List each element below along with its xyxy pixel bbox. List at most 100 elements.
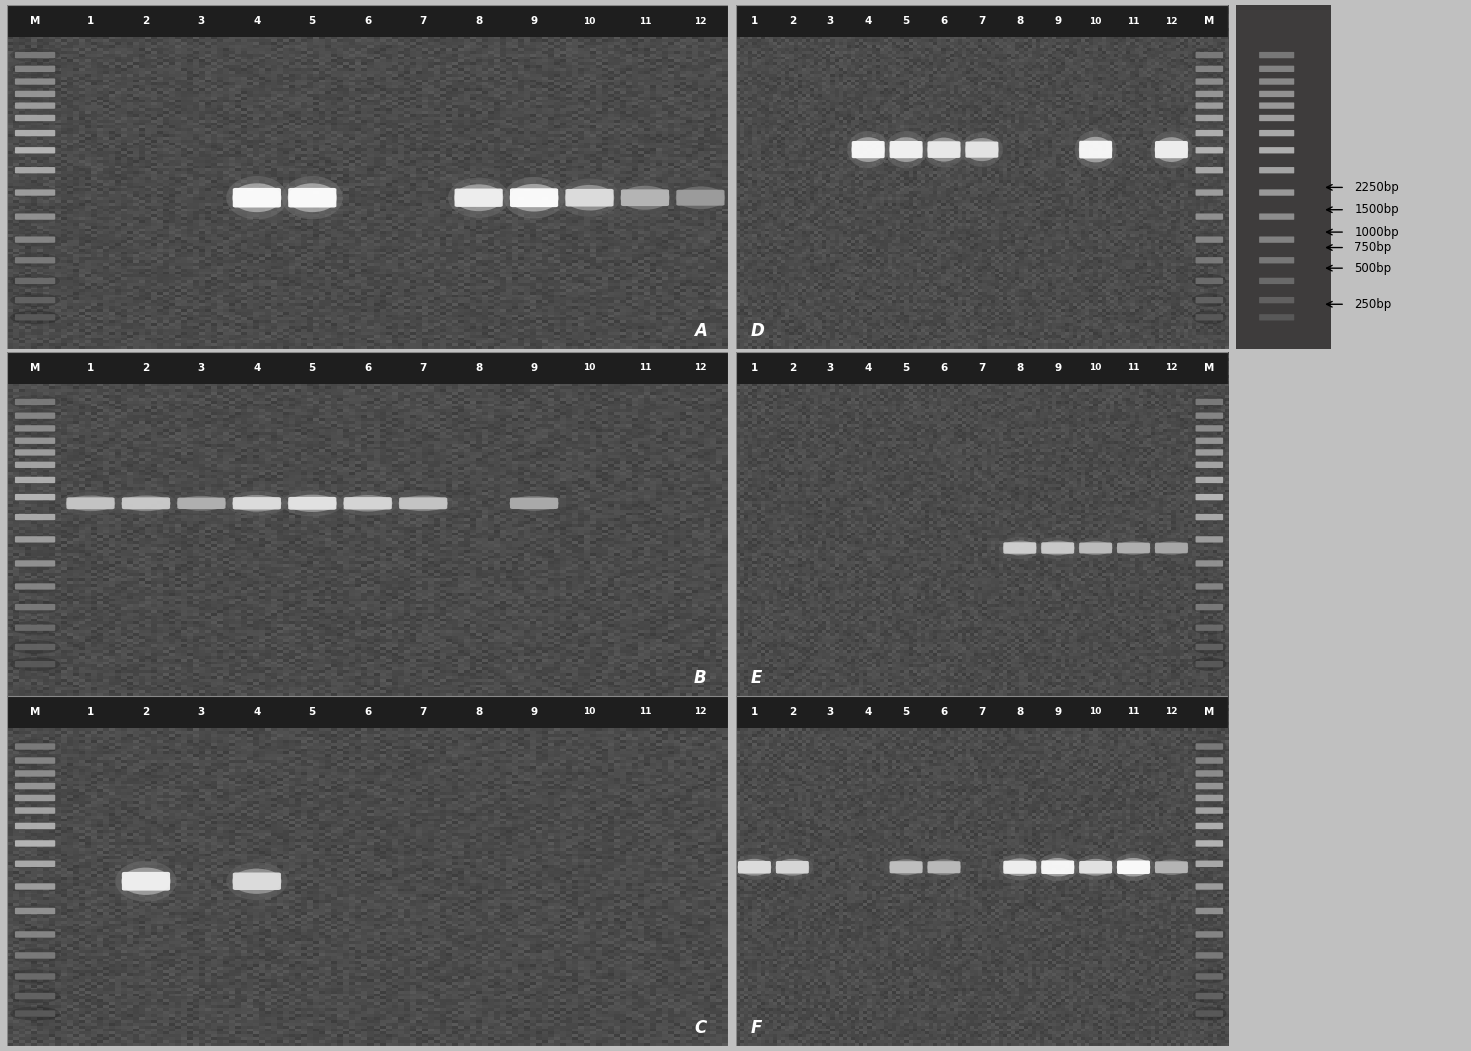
Ellipse shape xyxy=(1193,857,1227,870)
Text: 9: 9 xyxy=(531,363,537,373)
Ellipse shape xyxy=(1193,87,1227,101)
Ellipse shape xyxy=(10,657,60,671)
Ellipse shape xyxy=(10,87,60,101)
Ellipse shape xyxy=(1041,540,1075,555)
Ellipse shape xyxy=(503,492,565,514)
Text: 11: 11 xyxy=(638,17,652,25)
Ellipse shape xyxy=(1078,541,1112,555)
FancyBboxPatch shape xyxy=(1196,189,1222,195)
Bar xyxy=(736,5,1228,37)
Text: 5: 5 xyxy=(902,16,909,26)
Ellipse shape xyxy=(775,859,809,875)
Ellipse shape xyxy=(1078,859,1112,875)
Ellipse shape xyxy=(675,186,725,209)
Ellipse shape xyxy=(10,99,60,112)
Ellipse shape xyxy=(10,779,60,794)
FancyBboxPatch shape xyxy=(1196,840,1222,847)
Text: D: D xyxy=(750,323,763,341)
Ellipse shape xyxy=(621,186,669,209)
Ellipse shape xyxy=(1037,537,1078,559)
Ellipse shape xyxy=(1193,880,1227,893)
Text: 9: 9 xyxy=(1055,363,1061,373)
FancyBboxPatch shape xyxy=(1196,494,1222,500)
Text: 10: 10 xyxy=(1090,364,1102,372)
Ellipse shape xyxy=(669,181,731,214)
FancyBboxPatch shape xyxy=(15,449,56,455)
FancyBboxPatch shape xyxy=(66,497,115,510)
Ellipse shape xyxy=(115,861,177,902)
Ellipse shape xyxy=(1193,446,1227,459)
Ellipse shape xyxy=(10,948,60,963)
FancyBboxPatch shape xyxy=(1116,542,1150,553)
FancyBboxPatch shape xyxy=(890,861,922,873)
Ellipse shape xyxy=(1193,740,1227,754)
Ellipse shape xyxy=(10,473,60,487)
Text: 11: 11 xyxy=(1127,707,1140,717)
Ellipse shape xyxy=(10,490,60,504)
Text: 4: 4 xyxy=(253,363,260,373)
Ellipse shape xyxy=(10,421,60,435)
Ellipse shape xyxy=(393,492,455,515)
Ellipse shape xyxy=(10,510,60,523)
Ellipse shape xyxy=(559,179,621,217)
FancyBboxPatch shape xyxy=(1196,770,1222,777)
Ellipse shape xyxy=(10,791,60,805)
Text: 3: 3 xyxy=(197,363,204,373)
Ellipse shape xyxy=(1193,640,1227,654)
Ellipse shape xyxy=(961,132,1003,167)
FancyBboxPatch shape xyxy=(1196,743,1222,749)
FancyBboxPatch shape xyxy=(15,743,56,749)
FancyBboxPatch shape xyxy=(399,497,447,510)
FancyBboxPatch shape xyxy=(928,861,961,873)
FancyBboxPatch shape xyxy=(15,583,56,590)
Ellipse shape xyxy=(227,177,287,220)
FancyBboxPatch shape xyxy=(1080,542,1112,554)
Ellipse shape xyxy=(1193,989,1227,1003)
FancyBboxPatch shape xyxy=(122,497,171,510)
FancyBboxPatch shape xyxy=(965,142,999,158)
Ellipse shape xyxy=(10,557,60,571)
FancyBboxPatch shape xyxy=(1196,931,1222,937)
FancyBboxPatch shape xyxy=(15,758,56,764)
Ellipse shape xyxy=(1150,856,1193,879)
Ellipse shape xyxy=(10,395,60,409)
Text: 750bp: 750bp xyxy=(1355,241,1392,254)
FancyBboxPatch shape xyxy=(852,141,884,159)
Ellipse shape xyxy=(1193,434,1227,448)
FancyBboxPatch shape xyxy=(1196,167,1222,173)
Ellipse shape xyxy=(1075,130,1116,169)
Ellipse shape xyxy=(10,927,60,942)
Ellipse shape xyxy=(10,837,60,850)
Ellipse shape xyxy=(1041,858,1075,877)
FancyBboxPatch shape xyxy=(15,952,56,959)
FancyBboxPatch shape xyxy=(1196,130,1222,137)
Text: 1: 1 xyxy=(87,363,94,373)
FancyBboxPatch shape xyxy=(1196,437,1222,444)
Text: 9: 9 xyxy=(531,16,537,26)
FancyBboxPatch shape xyxy=(1196,783,1222,789)
Bar xyxy=(736,696,1228,728)
FancyBboxPatch shape xyxy=(232,497,281,510)
FancyBboxPatch shape xyxy=(738,861,771,873)
Text: 500bp: 500bp xyxy=(1355,262,1392,274)
FancyBboxPatch shape xyxy=(1259,257,1294,264)
FancyBboxPatch shape xyxy=(15,102,56,108)
FancyBboxPatch shape xyxy=(15,993,56,1000)
FancyBboxPatch shape xyxy=(15,795,56,801)
Ellipse shape xyxy=(927,138,961,162)
FancyBboxPatch shape xyxy=(1003,542,1036,554)
FancyBboxPatch shape xyxy=(1259,79,1294,85)
Text: 10: 10 xyxy=(584,17,596,25)
Ellipse shape xyxy=(10,293,60,307)
FancyBboxPatch shape xyxy=(1155,862,1189,873)
FancyBboxPatch shape xyxy=(1196,758,1222,764)
Ellipse shape xyxy=(1193,48,1227,62)
FancyBboxPatch shape xyxy=(1259,147,1294,153)
FancyBboxPatch shape xyxy=(1259,51,1294,58)
Text: 2: 2 xyxy=(788,707,796,717)
FancyBboxPatch shape xyxy=(1041,861,1074,874)
FancyBboxPatch shape xyxy=(1196,90,1222,97)
FancyBboxPatch shape xyxy=(1259,213,1294,220)
Ellipse shape xyxy=(1193,186,1227,200)
FancyBboxPatch shape xyxy=(15,90,56,97)
